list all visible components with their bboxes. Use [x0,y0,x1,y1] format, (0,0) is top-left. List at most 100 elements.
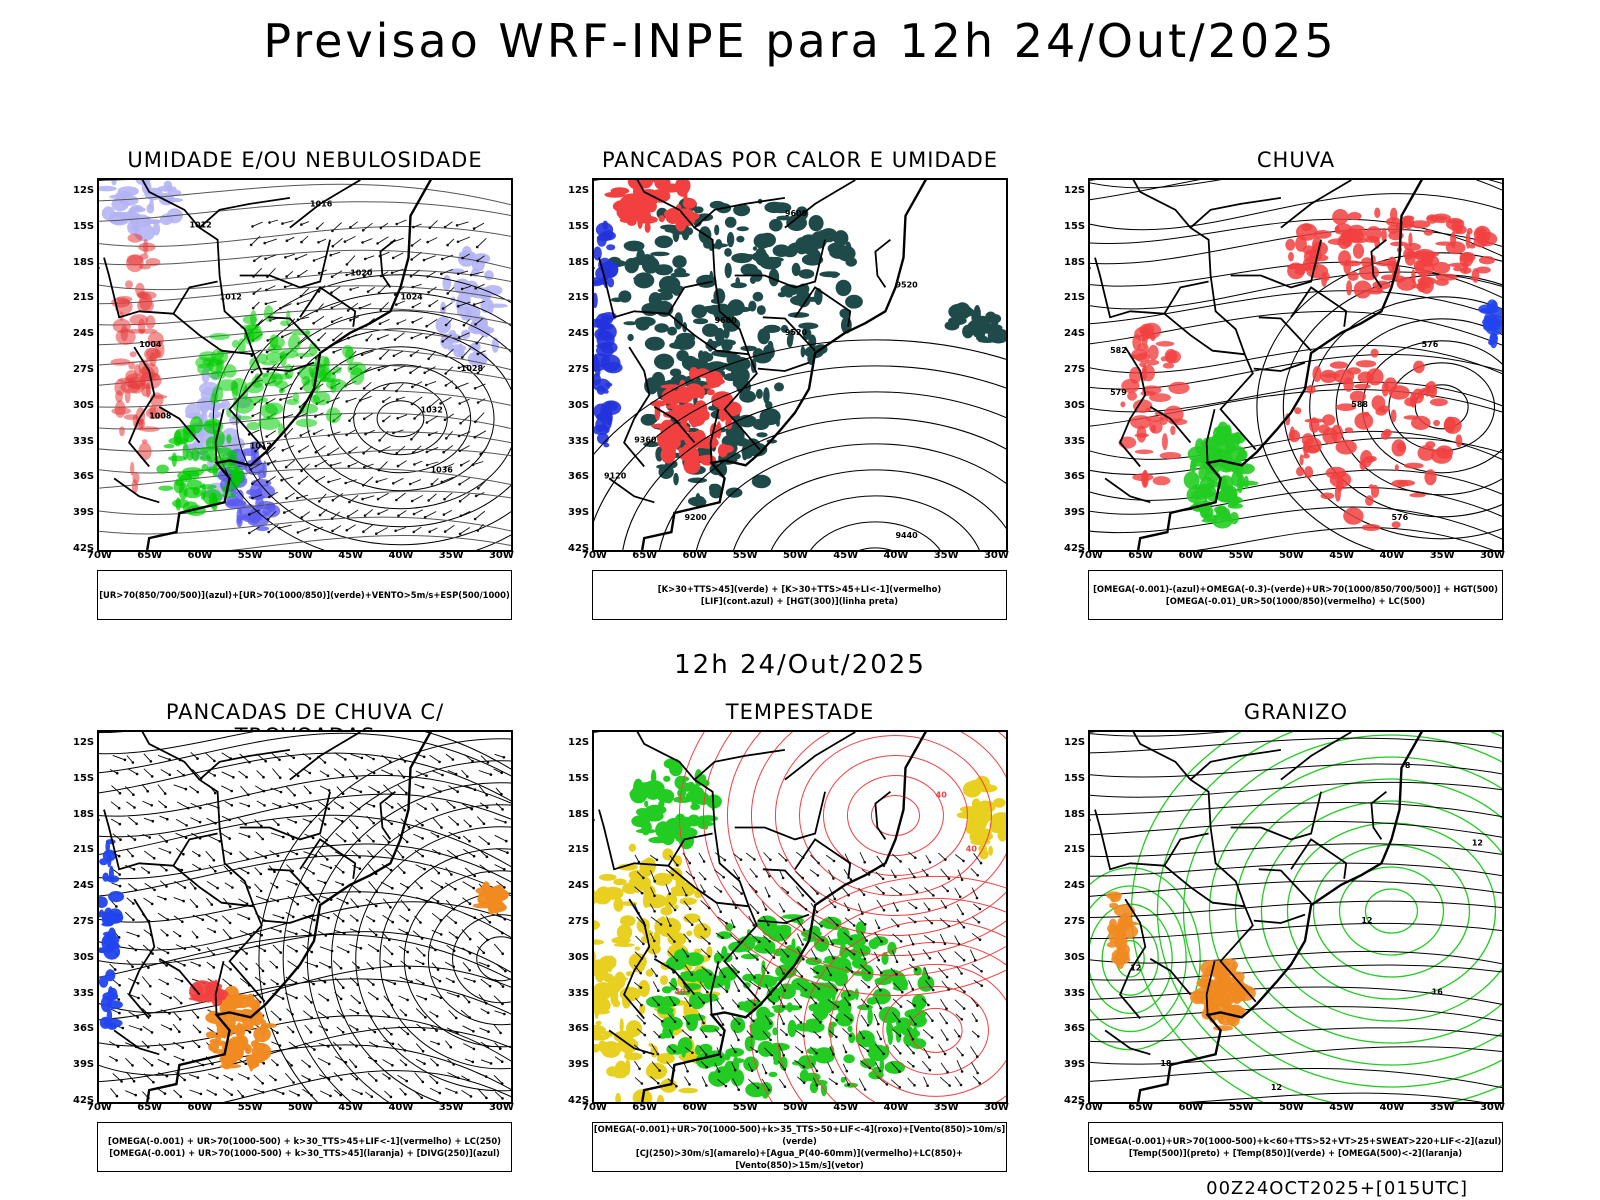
lon-tick-label: 40W [388,1102,414,1113]
lifted-index-blue [594,220,623,448]
rain-red [1285,348,1463,531]
lat-tick-label: 39S [568,1059,590,1071]
divergence-blue [99,839,125,1030]
panel-title: TEMPESTADE [725,700,875,724]
lat-tick-label: 39S [73,1059,95,1071]
lat-tick-label: 12S [568,184,590,196]
lat-tick-label: 15S [1064,220,1086,232]
contour-label: 40 [966,844,978,853]
contour-label: 9360 [634,436,657,445]
lon-tick-label: 45W [1329,550,1355,561]
map-canvas: 588 582 579 576 576 [1088,178,1504,552]
temp500-black [1090,732,1502,1102]
panel-title: UMIDADE E/OU NEBULOSIDADE [127,148,483,172]
lat-tick-label: 24S [568,328,590,340]
political-borders [594,732,928,1102]
lat-tick-label: 21S [73,292,95,304]
rain-green [1183,421,1259,529]
lat-tick-label: 33S [1064,987,1086,999]
legend-line: [OMEGA(-0.001) + UR>70(1000-500) + k>30_… [108,1136,501,1146]
lon-tick-label: 35W [1429,1102,1455,1113]
hgt-labels: 588 582 579 576 576 [1110,340,1439,522]
map-plot: -8 12 12 16 18 12 12 [1090,732,1502,1102]
lat-tick-label: 21S [73,844,95,856]
lat-tick-label: 42S [73,1095,95,1106]
contour-label: 9520 [895,280,918,289]
contour-label: 1012 [189,221,211,230]
rain-blue [1478,299,1502,349]
lon-tick-label: 35W [438,550,464,561]
legend-line: [OMEGA(-0.001)+UR>70(1000-500)+k<60+TTS>… [1089,1136,1502,1146]
map-canvas: 9600 9600 9520 9520 9440 9360 9200 9120 [592,178,1008,552]
contour-label: 16 [1432,988,1444,997]
lon-tick-label: 60W [682,1102,708,1113]
lat-tick-label: 30S [1064,951,1086,963]
lat-tick-label: 36S [73,471,95,483]
lat-tick-label: 36S [568,1023,590,1035]
lat-tick-label: 24S [1064,880,1086,892]
lat-tick-label: 42S [568,1095,590,1106]
lon-tick-label: 65W [137,1102,163,1113]
lon-tick-label: 45W [338,550,364,561]
lat-tick-label: 30S [568,951,590,963]
lon-tick-label: 45W [833,550,859,561]
lon-tick-label: 50W [782,1102,808,1113]
lon-tick-label: 55W [1228,550,1254,561]
lat-tick-label: 24S [1064,328,1086,340]
lon-tick-label: 65W [137,550,163,561]
lon-tick-label: 30W [1479,550,1505,561]
lat-tick-label: 18S [568,808,590,820]
legend-line: [K>30+TTS>45](verde) + [K>30+TTS>45+LI<-… [657,584,942,594]
lat-tick-label: 12S [1064,184,1086,196]
lon-tick-label: 50W [287,550,313,561]
instability-red [650,367,742,474]
jet-yellow [956,775,1006,860]
water-labels: 40 40 40 [674,791,977,997]
panel-legend: [OMEGA(-0.001)+UR>70(1000-500)+k<60+TTS>… [1088,1122,1503,1172]
instability-green [640,323,784,507]
lat-tick-label: 39S [73,507,95,519]
lat-tick-label: 27S [568,915,590,927]
political-borders [99,180,433,550]
legend-line: [OMEGA(-0.001) + UR>70(1000-500) + k>30_… [109,1148,500,1158]
lon-tick-label: 70W [87,550,112,561]
lat-tick-label: 21S [1064,844,1086,856]
lat-tick-label: 27S [1064,363,1086,375]
lon-tick-label: 60W [1178,1102,1204,1113]
lon-tick-label: 35W [438,1102,464,1113]
lon-tick-label: 40W [883,550,909,561]
lat-tick-label: 42S [73,543,95,554]
map-canvas: 1012 1016 1020 1024 1028 1032 1036 1008 1004 1012… [97,178,513,552]
lon-tick-label: 50W [1278,1102,1304,1113]
lon-tick-label: 40W [1379,1102,1405,1113]
lat-tick-label: 24S [73,328,95,340]
hgt300-contours [594,339,1006,550]
contour-label: 9600 [785,209,808,218]
political-borders [594,180,928,550]
political-borders [99,732,433,1102]
contour-label: 40 [674,988,686,997]
lat-tick-label: 21S [1064,292,1086,304]
lat-tick-label: 12S [73,736,95,748]
contour-label: 18 [1160,1059,1172,1068]
panel-title: PANCADAS POR CALOR E UMIDADE [601,148,999,172]
lon-tick-label: 30W [1479,1102,1505,1113]
lat-tick-label: 30S [73,399,95,411]
contour-label: -8 [1402,761,1411,770]
lon-tick-label: 30W [488,1102,514,1113]
lon-tick-label: 45W [338,1102,364,1113]
lat-tick-label: 15S [73,772,95,784]
contour-label: 12 [1130,964,1141,973]
lon-tick-label: 30W [983,550,1009,561]
lon-tick-label: 40W [883,1102,909,1113]
lon-tick-label: 65W [632,550,658,561]
lat-tick-label: 12S [73,184,95,196]
lat-tick-label: 39S [568,507,590,519]
lon-tick-label: 50W [782,550,808,561]
contour-label: 1012 [220,292,242,301]
lat-tick-label: 27S [73,915,95,927]
legend-line: [OMEGA(-0.01)_UR>50(1000/850)(vermelho) … [1165,596,1426,606]
lon-tick-label: 45W [833,1102,859,1113]
lat-tick-label: 30S [568,399,590,411]
legend-line: [LIF](cont.azul) + [HGT(300)](linha pret… [700,596,899,606]
